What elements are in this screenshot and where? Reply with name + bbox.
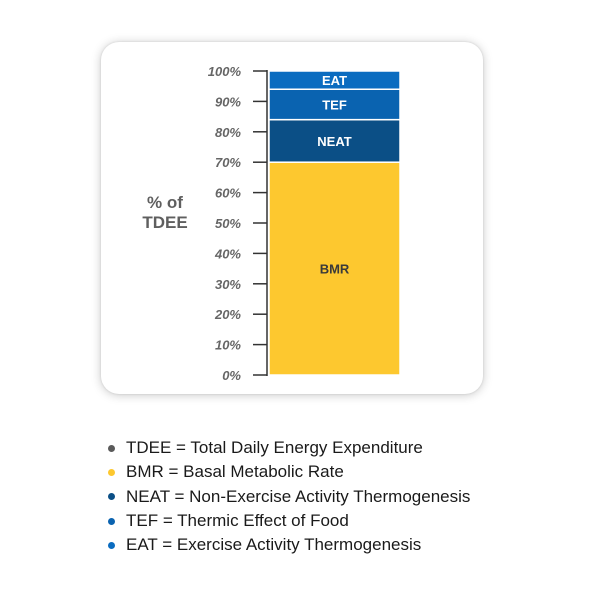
bar-segment-eat [268,70,401,90]
y-tick-label: 70% [215,155,241,170]
legend-text: BMR = Basal Metabolic Rate [126,462,344,482]
y-tick-label: 100% [208,64,242,79]
y-tick-label: 90% [215,94,241,109]
legend: TDEE = Total Daily Energy Expenditure BMR… [108,436,470,557]
bar-label-tef: TEF [322,97,347,112]
legend-dot-icon [108,517,115,525]
bar-label-eat: EAT [322,73,347,88]
y-tick-label: 20% [214,307,241,322]
legend-text: EAT = Exercise Activity Thermogenesis [126,535,422,555]
y-axis-ticks: 0% 10% 20% 30% 40% 50% 60% 70% 80% 90% 100% [208,64,267,383]
legend-text: TEF = Thermic Effect of Food [126,511,349,531]
bar-segments: BMR NEAT TEF EAT [268,70,401,376]
legend-item: NEAT = Non-Exercise Activity Thermogenes… [108,485,470,509]
y-tick-label: 30% [215,277,241,292]
bar-label-neat: NEAT [317,134,351,149]
y-tick-label: 0% [222,368,241,383]
stacked-bar-chart: % of TDEE 0% 10% 20% 30% 40% 50% 60% 70% 80% 90% 1… [142,64,401,383]
legend-dot-icon [108,444,115,452]
chart-card: % of TDEE 0% 10% 20% 30% 40% 50% 60% 70% 80% 90% 1… [101,42,483,394]
bar-segment-tef [268,88,401,121]
legend-dot-icon [108,493,115,501]
y-tick-label: 60% [215,186,241,201]
y-tick-label: 80% [215,125,241,140]
bar-label-bmr: BMR [320,262,350,277]
legend-item: BMR = Basal Metabolic Rate [108,460,470,484]
y-tick-label: 10% [215,338,241,353]
bar-segment-neat [268,118,401,163]
legend-dot-icon [108,541,115,549]
legend-item: TDEE = Total Daily Energy Expenditure [108,436,470,460]
legend-item: TEF = Thermic Effect of Food [108,509,470,533]
y-tick-label: 40% [214,246,241,261]
y-axis-title-line-1: % of [147,193,183,212]
legend-dot-icon [108,468,115,476]
y-tick-label: 50% [215,216,241,231]
y-axis-title-line-2: TDEE [142,213,187,232]
legend-item: EAT = Exercise Activity Thermogenesis [108,533,470,557]
legend-text: NEAT = Non-Exercise Activity Thermogenes… [126,486,471,506]
bar-segment-bmr [268,161,401,376]
legend-text: TDEE = Total Daily Energy Expenditure [126,438,423,458]
y-axis-title: % of TDEE [142,193,187,232]
